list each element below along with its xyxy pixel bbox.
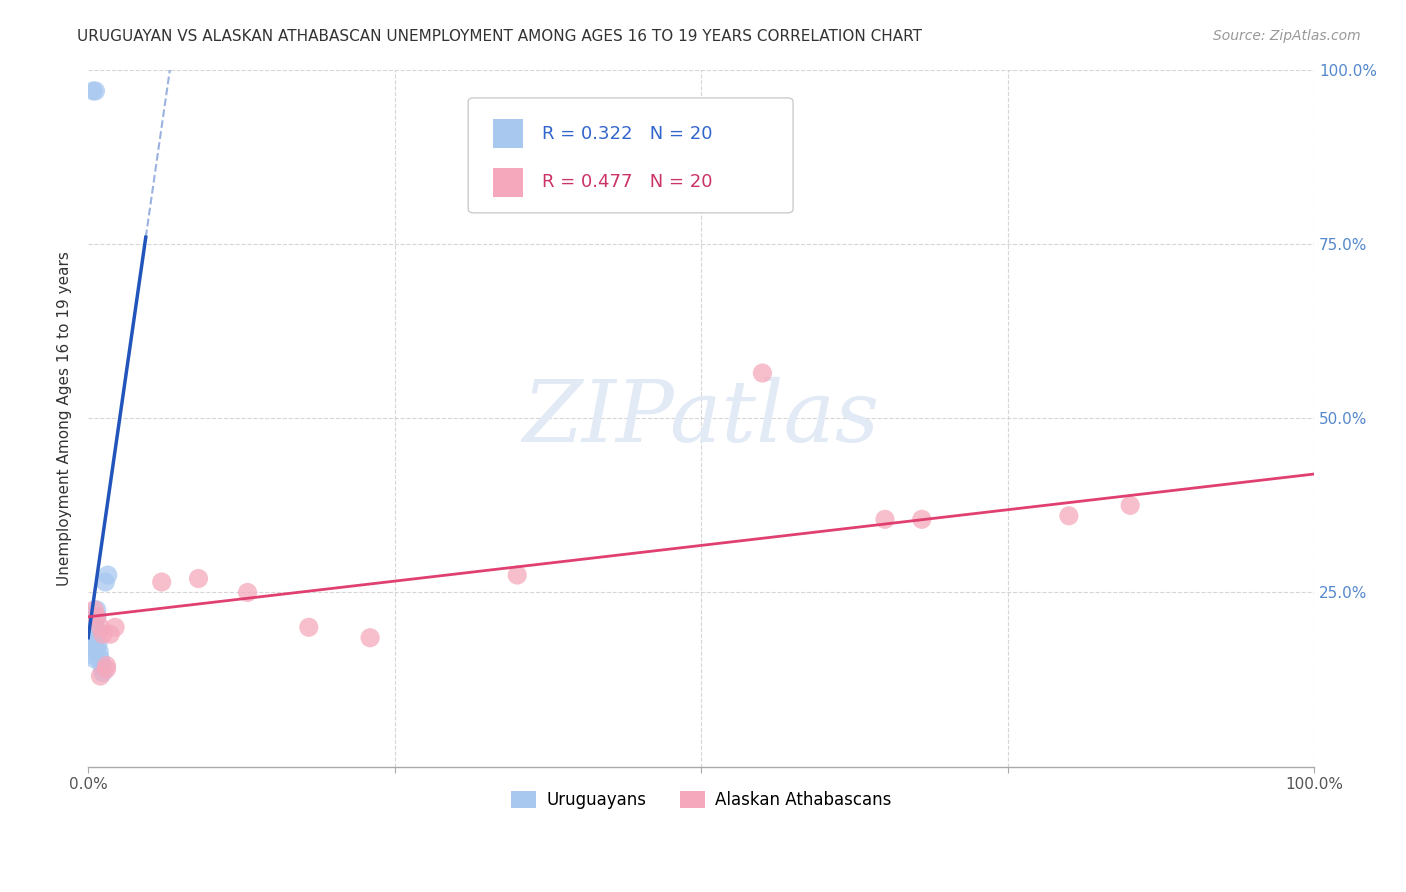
Point <box>89 645 111 659</box>
Text: ZIPatlas: ZIPatlas <box>523 377 880 459</box>
Point <box>89 620 111 634</box>
Point <box>236 585 259 599</box>
Point <box>96 658 118 673</box>
Point <box>150 574 173 589</box>
Point <box>104 620 127 634</box>
Point <box>83 634 105 648</box>
Point <box>94 574 117 589</box>
Point <box>87 627 110 641</box>
FancyBboxPatch shape <box>468 98 793 213</box>
Point <box>91 627 114 641</box>
Point <box>1119 499 1142 513</box>
Point <box>911 512 934 526</box>
Point <box>80 631 103 645</box>
Point <box>82 648 104 662</box>
Legend: Uruguayans, Alaskan Athabascans: Uruguayans, Alaskan Athabascans <box>505 784 897 815</box>
Point <box>359 631 381 645</box>
Point <box>187 572 209 586</box>
Point <box>89 651 111 665</box>
FancyBboxPatch shape <box>492 168 523 197</box>
Point <box>79 638 101 652</box>
Point <box>751 366 773 380</box>
Point <box>84 641 107 656</box>
Point <box>86 610 108 624</box>
Point <box>97 568 120 582</box>
Point <box>82 627 104 641</box>
Point <box>506 568 529 582</box>
Point <box>87 638 110 652</box>
FancyBboxPatch shape <box>492 120 523 148</box>
Point <box>82 84 104 98</box>
Text: R = 0.477   N = 20: R = 0.477 N = 20 <box>541 173 713 192</box>
Text: URUGUAYAN VS ALASKAN ATHABASCAN UNEMPLOYMENT AMONG AGES 16 TO 19 YEARS CORRELATI: URUGUAYAN VS ALASKAN ATHABASCAN UNEMPLOY… <box>77 29 922 44</box>
Point <box>83 603 105 617</box>
Point <box>873 512 896 526</box>
Point <box>83 651 105 665</box>
Text: R = 0.322   N = 20: R = 0.322 N = 20 <box>541 125 713 143</box>
Point <box>86 603 108 617</box>
Point <box>1057 508 1080 523</box>
Point <box>98 627 121 641</box>
Point <box>298 620 321 634</box>
Point <box>91 665 114 680</box>
Point <box>89 669 111 683</box>
Point <box>96 662 118 676</box>
Text: Source: ZipAtlas.com: Source: ZipAtlas.com <box>1213 29 1361 43</box>
Y-axis label: Unemployment Among Ages 16 to 19 years: Unemployment Among Ages 16 to 19 years <box>58 251 72 586</box>
Point <box>86 610 108 624</box>
Point <box>84 620 107 634</box>
Point <box>90 658 112 673</box>
Point <box>84 84 107 98</box>
